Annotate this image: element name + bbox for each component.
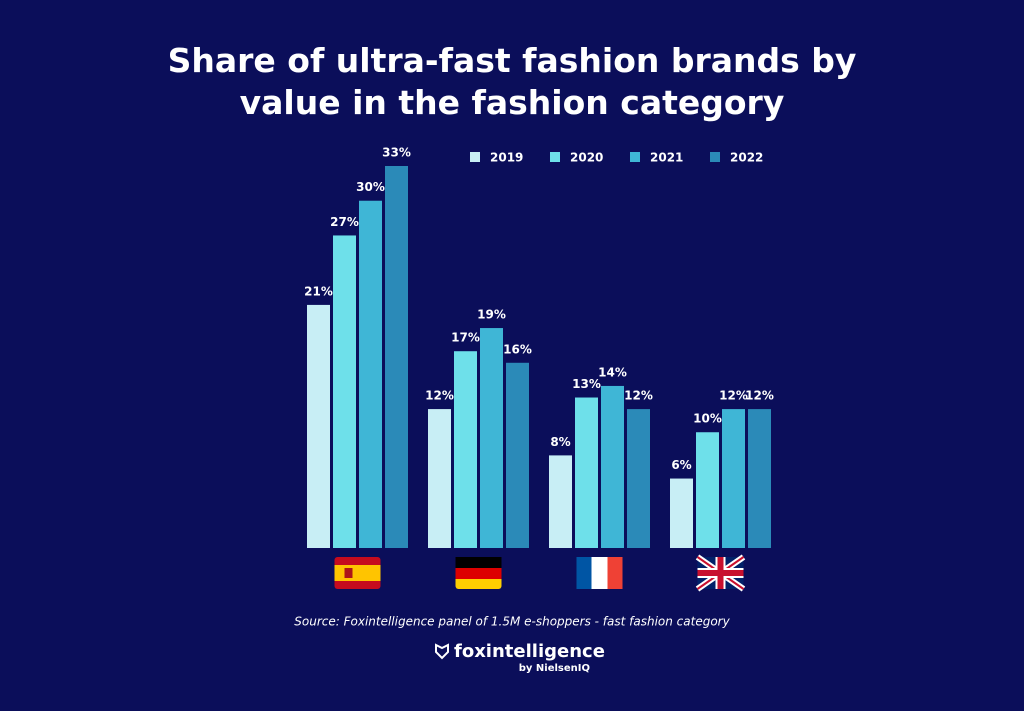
bar (549, 455, 572, 548)
flag-part (607, 557, 623, 589)
bar (670, 478, 693, 548)
brand: foxintelligence (454, 641, 605, 662)
value-label: 16% (503, 342, 532, 356)
flag-part (455, 568, 502, 579)
flag-part (697, 570, 744, 576)
flag (695, 554, 746, 592)
legend-label: 2019 (490, 151, 523, 165)
value-label: 17% (451, 331, 480, 345)
legend-label: 2021 (650, 151, 683, 165)
flag (334, 557, 381, 589)
flag-part (334, 565, 381, 581)
value-label: 19% (477, 308, 506, 322)
bar (575, 397, 598, 548)
source: Source: Foxintelligence panel of 1.5M e-… (294, 615, 730, 629)
legend-swatch (710, 152, 720, 162)
bar (506, 362, 529, 548)
value-label: 27% (330, 215, 359, 229)
value-label: 12% (624, 389, 653, 403)
flag-part (344, 568, 353, 578)
legend-swatch (550, 152, 560, 162)
flag-part (455, 557, 502, 568)
bar (454, 351, 477, 548)
value-label: 12% (719, 389, 748, 403)
legend-label: 2022 (730, 151, 763, 165)
legend-swatch (630, 152, 640, 162)
bar (307, 304, 330, 548)
flag-part (576, 557, 592, 589)
flag (455, 557, 502, 589)
bar (385, 166, 408, 548)
value-label: 6% (671, 458, 691, 472)
bar (627, 409, 650, 548)
legend-swatch (470, 152, 480, 162)
value-label: 33% (382, 146, 411, 160)
bar (359, 200, 382, 548)
value-label: 30% (356, 180, 385, 194)
chart-title: Share of ultra-fast fashion brands by va… (167, 41, 857, 122)
value-label: 8% (550, 435, 570, 449)
value-label: 21% (304, 284, 333, 298)
bar (333, 235, 356, 549)
value-label: 13% (572, 377, 601, 391)
value-label: 14% (598, 365, 627, 379)
bar (696, 432, 719, 548)
bar (428, 409, 451, 548)
value-label: 10% (693, 412, 722, 426)
logo-icon (435, 643, 449, 660)
value-label: 12% (425, 389, 454, 403)
flag (576, 557, 623, 589)
brand-sub: by NielsenIQ (519, 663, 590, 674)
bar (601, 385, 624, 548)
bar (748, 409, 771, 548)
value-label: 12% (745, 389, 774, 403)
bar (722, 409, 745, 548)
bar (480, 328, 503, 548)
legend-label: 2020 (570, 151, 603, 165)
